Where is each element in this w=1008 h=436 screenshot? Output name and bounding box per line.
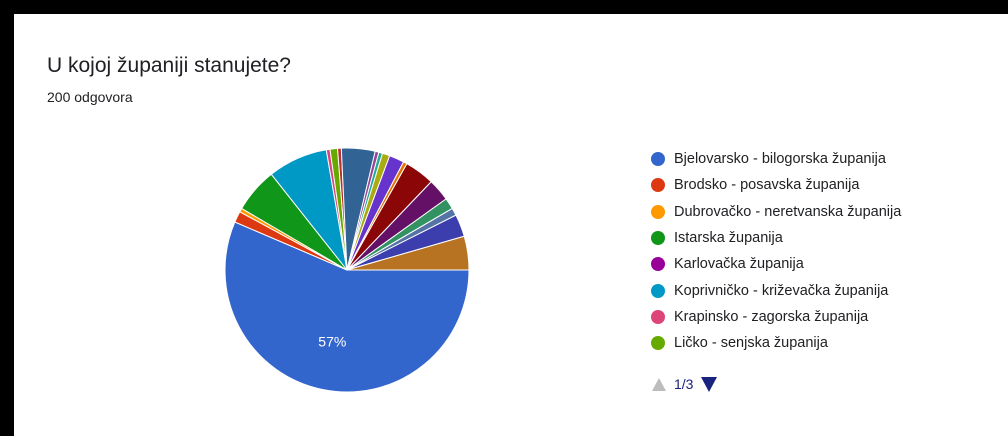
legend-page-indicator: 1/3 xyxy=(674,376,694,392)
pie-slice-label: 57% xyxy=(318,334,346,350)
pie-slice[interactable] xyxy=(224,221,470,393)
legend-swatch xyxy=(651,257,665,272)
legend-item[interactable]: Bjelovarsko - bilogorska županija xyxy=(651,146,901,172)
legend-label: Karlovačka županija xyxy=(674,256,804,273)
legend-label: Istarska županija xyxy=(674,230,783,247)
response-count: 200 odgovora xyxy=(47,89,133,105)
legend-swatch xyxy=(651,283,665,298)
legend-item[interactable]: Karlovačka županija xyxy=(651,251,901,277)
legend-swatch xyxy=(651,152,665,167)
legend-label: Brodsko - posavska županija xyxy=(674,177,860,194)
legend-swatch xyxy=(651,231,665,246)
legend-item[interactable]: Ličko - senjska županija xyxy=(651,330,901,356)
legend-label: Dubrovačko - neretvanska županija xyxy=(674,203,902,220)
question-title: U kojoj županiji stanujete? xyxy=(47,54,291,77)
legend-label: Ličko - senjska županija xyxy=(674,335,828,352)
legend-next-page-icon[interactable] xyxy=(701,376,718,392)
legend-swatch xyxy=(651,309,665,324)
legend-item[interactable]: Dubrovačko - neretvanska županija xyxy=(651,199,901,225)
pie-chart: 57% xyxy=(224,147,470,393)
chart-legend: Bjelovarsko - bilogorska županija Brodsk… xyxy=(651,146,901,356)
legend-item[interactable]: Koprivničko - križevačka županija xyxy=(651,277,901,303)
legend-item[interactable]: Krapinsko - zagorska županija xyxy=(651,304,901,330)
legend-swatch xyxy=(651,336,665,351)
legend-label: Bjelovarsko - bilogorska županija xyxy=(674,151,886,168)
legend-item[interactable]: Brodsko - posavska županija xyxy=(651,172,901,198)
legend-swatch xyxy=(651,204,665,219)
question-card: U kojoj županiji stanujete? 200 odgovora… xyxy=(14,14,1008,436)
legend-swatch xyxy=(651,178,665,193)
legend-prev-page-icon[interactable] xyxy=(652,377,666,391)
legend-label: Krapinsko - zagorska županija xyxy=(674,308,869,325)
pie-slice[interactable] xyxy=(346,235,470,271)
legend-pager: 1/3 xyxy=(652,376,718,392)
legend-label: Koprivničko - križevačka županija xyxy=(674,282,889,299)
legend-item[interactable]: Istarska županija xyxy=(651,225,901,251)
